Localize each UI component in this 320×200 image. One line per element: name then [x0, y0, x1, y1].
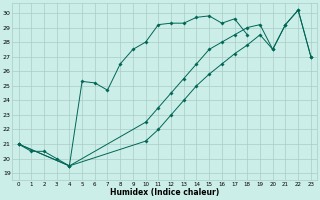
X-axis label: Humidex (Indice chaleur): Humidex (Indice chaleur): [110, 188, 219, 197]
